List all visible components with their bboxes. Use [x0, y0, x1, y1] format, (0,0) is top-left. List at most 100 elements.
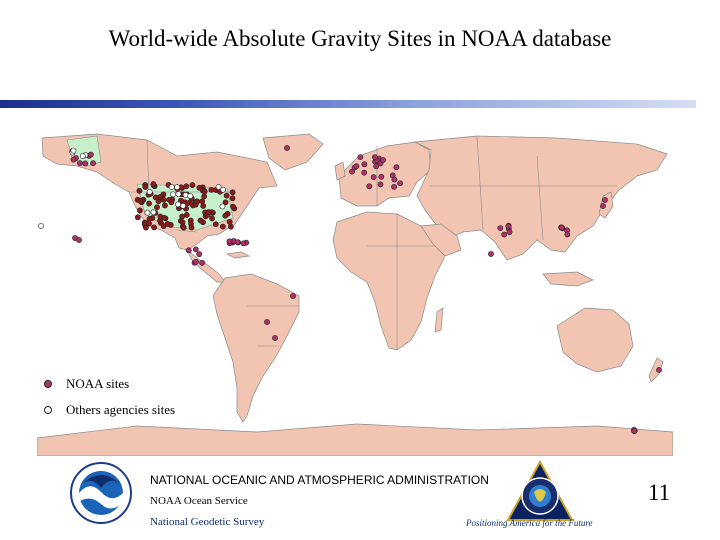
gravity-site-marker: [220, 186, 226, 193]
gravity-site-marker: [90, 160, 96, 167]
gravity-site-marker: [189, 182, 196, 188]
gravity-site-marker: [393, 164, 400, 171]
gravity-site-marker: [272, 335, 278, 341]
agency-service: NOAA Ocean Service: [150, 495, 248, 507]
gravity-site-marker: [373, 163, 380, 170]
world-map-canvas: [37, 133, 673, 456]
world-map: [37, 126, 673, 456]
gravity-site-marker: [77, 160, 83, 167]
caribbean-landmass: [225, 251, 251, 259]
gravity-site-marker: [160, 196, 167, 203]
gravity-site-marker: [370, 174, 377, 181]
legend-noaa-marker: [44, 380, 52, 388]
south-america-landmass: [212, 273, 300, 423]
noaa-logo: [70, 462, 132, 524]
gravity-site-marker: [146, 200, 152, 207]
gravity-site-marker: [506, 229, 513, 235]
gravity-site-marker: [378, 173, 385, 180]
gravity-site-marker: [205, 209, 212, 216]
gravity-site-marker: [154, 204, 160, 211]
gravity-site-marker: [137, 198, 144, 205]
gravity-site-marker: [183, 212, 190, 218]
gravity-site-marker: [162, 202, 168, 209]
gravity-site-marker: [497, 225, 504, 231]
gravity-site-marker: [87, 151, 94, 158]
indonesia-landmass: [542, 271, 594, 287]
gravity-site-marker: [229, 195, 236, 202]
page-number: 11: [648, 480, 671, 505]
gravity-site-marker: [284, 145, 290, 151]
gravity-site-marker: [215, 184, 222, 190]
gravity-site-marker: [228, 223, 234, 230]
greenland-landmass: [262, 133, 324, 171]
gravity-site-marker: [70, 147, 77, 154]
agency-name: NATIONAL OCEANIC AND ATMOSPHERIC ADMINIS…: [150, 473, 489, 487]
gravity-site-marker: [152, 194, 159, 201]
gravity-site-marker: [168, 199, 175, 206]
gravity-site-marker: [201, 188, 208, 195]
gravity-site-marker: [187, 193, 194, 199]
gravity-site-marker: [151, 224, 157, 231]
legend-item-noaa: NOAA sites: [44, 376, 129, 392]
agency-survey: National Geodetic Survey: [150, 516, 265, 528]
legend-other-label: Others agencies sites: [66, 402, 176, 417]
title-divider: [0, 100, 696, 108]
gravity-site-marker: [377, 181, 384, 188]
gravity-site-marker: [185, 247, 192, 254]
gravity-site-marker: [70, 156, 77, 163]
gravity-site-marker: [366, 183, 373, 190]
gravity-site-marker: [164, 221, 171, 227]
gravity-site-marker: [200, 203, 207, 209]
gravity-site-marker: [209, 215, 215, 222]
gravity-site-marker: [656, 367, 662, 373]
gravity-site-marker: [192, 246, 199, 253]
gravity-site-marker: [264, 319, 270, 325]
gravity-site-marker: [226, 238, 233, 245]
gravity-site-marker: [183, 183, 190, 190]
slide-title: World-wide Absolute Gravity Sites in NOA…: [108, 26, 612, 51]
gravity-site-marker: [372, 154, 378, 161]
gravity-site-marker: [564, 231, 571, 238]
gravity-site-marker: [602, 197, 608, 203]
gravity-site-marker: [157, 213, 164, 220]
gravity-site-marker: [175, 191, 182, 197]
gravity-site-marker: [501, 231, 508, 238]
gravity-site-marker: [397, 180, 403, 187]
japan-landmass: [598, 191, 614, 219]
legend-noaa-label: NOAA sites: [66, 376, 130, 391]
gravity-site-marker: [290, 293, 296, 299]
ngs-logo: [506, 460, 574, 521]
gravity-site-marker: [391, 183, 397, 190]
gravity-site-marker: [188, 224, 195, 231]
gravity-site-marker: [361, 169, 368, 176]
australia-landmass: [556, 307, 634, 373]
gravity-site-marker: [146, 188, 153, 195]
gravity-site-marker: [168, 184, 175, 190]
gravity-site-marker: [222, 212, 229, 219]
gravity-site-marker: [199, 198, 206, 205]
legend-other-marker: [44, 406, 52, 414]
gravity-site-marker: [144, 209, 151, 216]
footer-agency-block: NATIONAL OCEANIC AND ATMOSPHERIC ADMINIS…: [150, 470, 489, 533]
gravity-site-marker: [199, 259, 205, 266]
gravity-site-marker: [222, 199, 229, 206]
gravity-site-marker: [230, 203, 236, 210]
gravity-site-marker: [196, 251, 203, 258]
gravity-site-marker: [505, 223, 512, 230]
gravity-site-marker: [349, 168, 355, 175]
gravity-site-marker: [194, 198, 200, 205]
arabia-landmass: [420, 223, 462, 257]
gravity-site-marker: [391, 176, 398, 183]
gravity-site-marker: [208, 186, 215, 193]
gravity-site-marker: [361, 161, 368, 168]
gravity-site-marker: [170, 191, 176, 198]
legend-item-other: Others agencies sites: [44, 402, 175, 418]
gravity-site-marker: [182, 192, 189, 198]
gravity-site-marker: [175, 201, 182, 208]
antarctica-landmass: [37, 423, 673, 456]
gravity-site-marker: [150, 209, 157, 216]
central-america-landmass: [186, 249, 226, 283]
gravity-site-marker: [76, 237, 82, 243]
gravity-site-marker: [380, 157, 386, 163]
gravity-site-marker: [174, 184, 181, 191]
